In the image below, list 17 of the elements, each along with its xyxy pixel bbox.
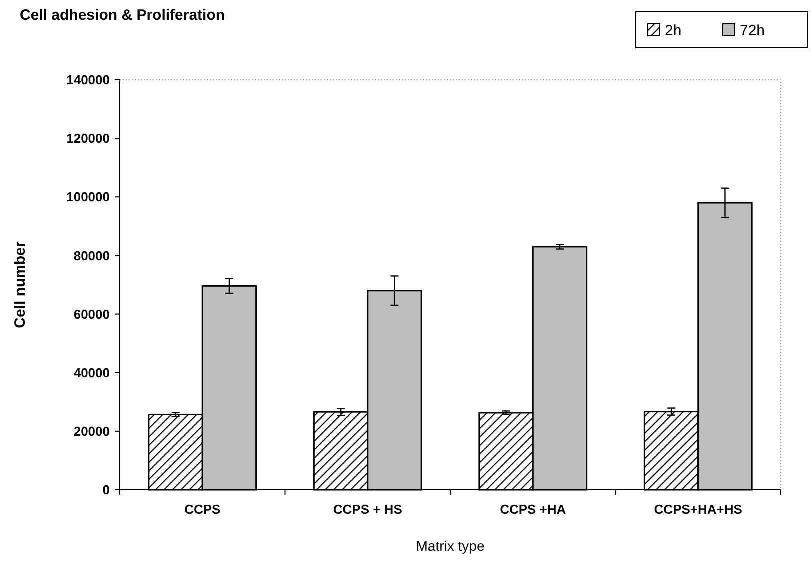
chart-title: Cell adhesion & Proliferation <box>20 7 226 24</box>
x-tick-label: CCPS + HS <box>333 502 403 517</box>
x-tick-label: CCPS +HA <box>500 502 567 517</box>
y-tick-label: 100000 <box>66 190 110 205</box>
y-axis-title: Cell number <box>12 242 29 328</box>
y-tick-label: 0 <box>102 482 110 498</box>
x-tick-label: CCPS+HA+HS <box>654 502 743 517</box>
x-axis-title: Matrix type <box>416 538 485 554</box>
x-tick-label: CCPS <box>184 502 222 517</box>
legend-label: 2h <box>665 22 682 40</box>
y-tick-label: 120000 <box>66 131 110 146</box>
legend-label: 72h <box>740 22 766 40</box>
y-tick-label: 40000 <box>74 365 110 380</box>
y-tick-label: 80000 <box>74 248 110 264</box>
y-tick-label: 20000 <box>74 424 110 439</box>
y-tick-label: 140000 <box>66 72 110 88</box>
y-tick-label: 60000 <box>74 306 110 322</box>
